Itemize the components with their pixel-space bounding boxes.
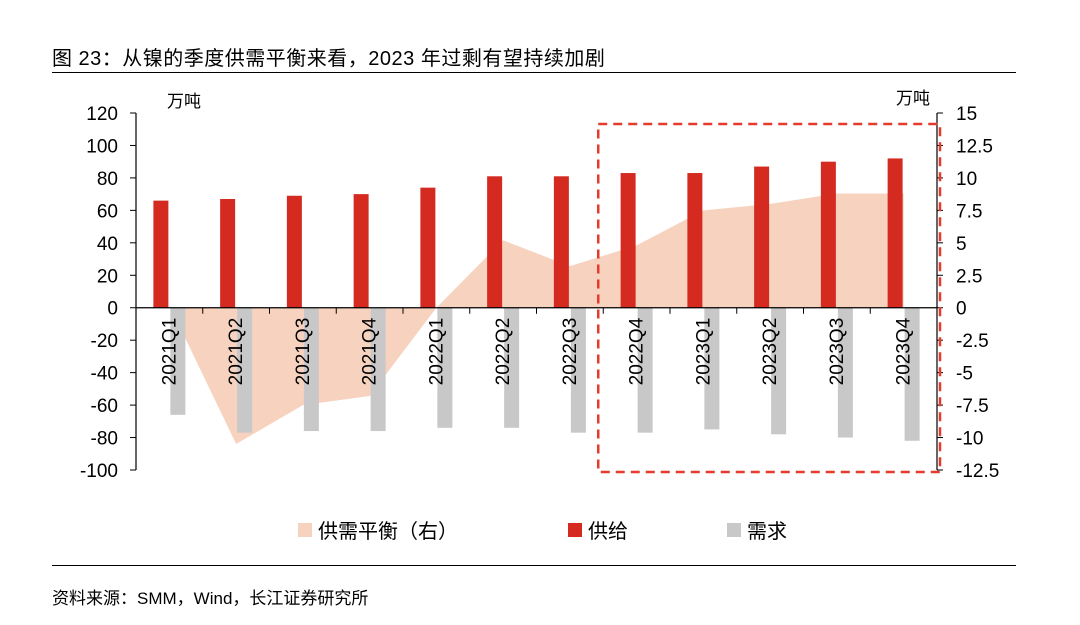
left-tick-label: 60 — [97, 201, 118, 222]
right-tick-label: 7.5 — [956, 201, 982, 222]
title-rule — [52, 72, 1016, 73]
supply-bar-2023Q1 — [687, 173, 703, 308]
supply-bar-2023Q3 — [820, 161, 836, 308]
demand-bar-2022Q4 — [637, 307, 653, 433]
demand-bar-2023Q3 — [837, 307, 853, 438]
demand-bar-2022Q2 — [504, 307, 520, 428]
right-tick-label: -5 — [956, 364, 973, 385]
balance-area — [169, 193, 904, 445]
right-tick-label: -12.5 — [956, 461, 999, 482]
category-label-2023Q3: 2023Q3 — [827, 318, 848, 386]
demand-bar-2023Q4 — [904, 307, 920, 441]
right-tick-label: -7.5 — [956, 396, 989, 417]
right-tick-label: -10 — [956, 429, 983, 450]
demand-bar-2021Q4 — [370, 307, 386, 432]
category-label-2023Q4: 2023Q4 — [894, 317, 915, 385]
legend-swatch-balance — [298, 522, 312, 537]
left-tick-label: -100 — [80, 461, 118, 482]
supply-bar-2021Q2 — [220, 199, 236, 308]
left-tick-label: -60 — [91, 396, 118, 417]
demand-bar-2021Q1 — [170, 307, 186, 415]
legend-item-supply: 供给 — [568, 515, 628, 544]
legend-swatch-demand — [727, 522, 741, 537]
legend-label-balance: 供需平衡（右） — [318, 521, 458, 543]
left-tick-label: 120 — [86, 104, 118, 125]
demand-bar-2022Q1 — [437, 307, 453, 428]
legend-swatch-supply — [568, 522, 582, 537]
category-label-2021Q1: 2021Q1 — [159, 318, 180, 386]
demand-bar-2021Q3 — [303, 307, 319, 432]
category-label-2021Q2: 2021Q2 — [226, 318, 247, 386]
category-label-2021Q4: 2021Q4 — [360, 317, 381, 385]
right-tick-label: 0 — [956, 299, 967, 320]
category-label-2022Q2: 2022Q2 — [493, 318, 514, 386]
left-axis-unit: 万吨 — [167, 92, 201, 111]
right-tick-label: 5 — [956, 234, 967, 255]
supply-bar-2022Q2 — [487, 176, 503, 308]
supply-bar-2023Q2 — [754, 166, 770, 308]
supply-bar-2022Q1 — [420, 187, 436, 308]
legend-label-demand: 需求 — [747, 521, 787, 543]
right-tick-label: 12.5 — [956, 136, 993, 157]
category-label-2022Q1: 2022Q1 — [426, 318, 447, 386]
chart-legend: 供需平衡（右） 供给 需求 — [0, 515, 1080, 545]
category-label-2022Q3: 2022Q3 — [560, 318, 581, 386]
supply-bar-2021Q1 — [153, 200, 169, 308]
category-label-2021Q3: 2021Q3 — [293, 318, 314, 386]
left-tick-label: -20 — [91, 331, 118, 352]
supply-bar-2023Q4 — [887, 158, 903, 308]
left-tick-label: 40 — [97, 234, 118, 255]
left-tick-label: 80 — [97, 169, 118, 190]
category-label-2023Q2: 2023Q2 — [760, 318, 781, 386]
left-tick-label: -80 — [91, 429, 118, 450]
supply-bar-2022Q4 — [620, 173, 636, 308]
left-tick-label: 0 — [107, 299, 118, 320]
category-label-2022Q4: 2022Q4 — [627, 317, 648, 385]
supply-bar-2022Q3 — [553, 176, 569, 308]
source-note: 资料来源：SMM，Wind，长江证券研究所 — [52, 589, 369, 608]
legend-item-demand: 需求 — [727, 515, 787, 544]
demand-bar-2022Q3 — [570, 307, 586, 433]
left-tick-label: 100 — [86, 136, 118, 157]
right-axis-unit: 万吨 — [896, 89, 930, 108]
demand-bar-2023Q2 — [771, 307, 787, 435]
footer-rule — [52, 565, 1016, 566]
category-label-2023Q1: 2023Q1 — [693, 318, 714, 386]
right-tick-label: 15 — [956, 104, 977, 125]
demand-bar-2021Q2 — [237, 307, 253, 433]
demand-bar-2023Q1 — [704, 307, 720, 430]
right-tick-label: 10 — [956, 169, 977, 190]
legend-label-supply: 供给 — [588, 521, 628, 543]
supply-bar-2021Q3 — [286, 195, 302, 308]
supply-bar-2021Q4 — [353, 194, 369, 308]
highlight-box — [597, 122, 942, 474]
right-tick-label: -2.5 — [956, 331, 989, 352]
left-tick-label: -40 — [91, 364, 118, 385]
chart-canvas: 120100806040200-20-40-60-80-100万吨1512.51… — [80, 89, 999, 482]
legend-item-balance: 供需平衡（右） — [298, 515, 458, 544]
right-tick-label: 2.5 — [956, 266, 982, 287]
chart-title: 图 23：从镍的季度供需平衡来看，2023 年过剩有望持续加剧 — [52, 48, 606, 70]
left-tick-label: 20 — [97, 266, 118, 287]
